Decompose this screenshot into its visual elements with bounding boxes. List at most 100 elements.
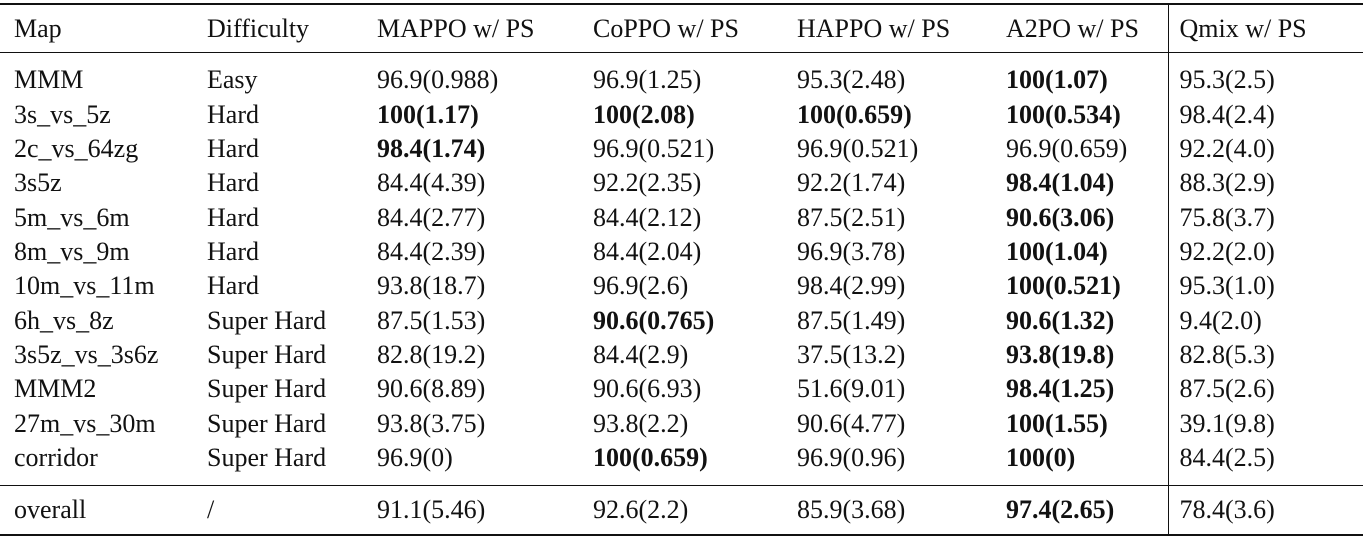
cell: 92.2(1.74) xyxy=(797,168,906,198)
cell: 27m_vs_30m xyxy=(14,408,156,438)
header-cell: MAPPO w/ PS xyxy=(363,3,579,53)
cell: 92.6(2.2) xyxy=(579,485,783,537)
cell: overall xyxy=(0,485,193,537)
cell: 100(1.17) xyxy=(377,99,479,129)
table-row: MMM Easy 96.9(0.988) 96.9(1.25) 95.3(2.48) 10… xyxy=(0,52,1363,98)
cell: Super Hard xyxy=(207,374,327,404)
cell: 100(0) xyxy=(1006,442,1076,472)
cell: 90.6(3.06) xyxy=(1006,202,1115,232)
cell: Hard xyxy=(207,99,259,129)
cell: 96.9(1.25) xyxy=(593,65,702,95)
cell: 6h_vs_8z xyxy=(14,305,114,335)
cell: Hard xyxy=(207,236,259,266)
cell: 92.2(4.0) xyxy=(1167,131,1363,167)
cell: 3s5z xyxy=(14,168,62,198)
table-row: 27m_vs_30m Super Hard 93.8(3.75) 93.8(2.2) 9… xyxy=(0,406,1363,441)
cell: 87.5(1.49) xyxy=(797,305,906,335)
cell: 37.5(13.2) xyxy=(797,339,906,369)
header-cell: HAPPO w/ PS xyxy=(783,3,992,53)
cell: 75.8(3.7) xyxy=(1167,200,1363,235)
table-row: 6h_vs_8z Super Hard 87.5(1.53) 90.6(0.765) 8… xyxy=(0,303,1363,338)
cell: corridor xyxy=(14,442,98,472)
cell: 90.6(0.765) xyxy=(593,305,715,335)
cell: 9.4(2.0) xyxy=(1167,303,1363,338)
page: Map Difficulty MAPPO w/ PS CoPPO w/ PS H… xyxy=(0,3,1363,544)
cell: Easy xyxy=(207,65,258,95)
cell: 100(2.08) xyxy=(593,99,695,129)
cell: 96.9(0.659) xyxy=(1006,133,1128,163)
cell: Super Hard xyxy=(207,442,327,472)
cell: 84.4(2.12) xyxy=(593,202,702,232)
cell: 84.4(2.77) xyxy=(377,202,486,232)
cell: 96.9(3.78) xyxy=(797,236,906,266)
cell: MMM xyxy=(14,65,84,95)
header-cell: Map xyxy=(0,3,193,53)
cell: 95.3(2.5) xyxy=(1167,52,1363,98)
cell: 84.4(2.5) xyxy=(1167,440,1363,486)
header-cell: Qmix w/ PS xyxy=(1167,3,1363,53)
cell: 100(0.521) xyxy=(1006,271,1121,301)
cell: 8m_vs_9m xyxy=(14,236,130,266)
table-row: 2c_vs_64zg Hard 98.4(1.74) 96.9(0.521) 96.9(… xyxy=(0,131,1363,167)
cell: 96.9(2.6) xyxy=(593,271,689,301)
header-cell: CoPPO w/ PS xyxy=(579,3,783,53)
table-footer: overall / 91.1(5.46) 92.6(2.2) 85.9(3.68… xyxy=(0,485,1363,537)
cell: Super Hard xyxy=(207,305,327,335)
cell: 87.5(2.6) xyxy=(1167,372,1363,407)
cell: Super Hard xyxy=(207,339,327,369)
cell: 92.2(2.35) xyxy=(593,168,702,198)
cell: 93.8(3.75) xyxy=(377,408,486,438)
cell: 84.4(2.04) xyxy=(593,236,702,266)
cell: 95.3(2.48) xyxy=(797,65,906,95)
cell: 39.1(9.8) xyxy=(1167,406,1363,441)
cell: 85.9(3.68) xyxy=(783,485,992,537)
cell: Hard xyxy=(207,168,259,198)
cell: 100(1.07) xyxy=(1006,65,1108,95)
cell: 96.9(0.96) xyxy=(797,442,906,472)
cell: 98.4(2.99) xyxy=(797,271,906,301)
cell: 98.4(1.25) xyxy=(1006,374,1115,404)
cell: 95.3(1.0) xyxy=(1167,269,1363,304)
cell: 100(0.659) xyxy=(593,442,708,472)
cell: 93.8(18.7) xyxy=(377,271,486,301)
table-row: 3s_vs_5z Hard 100(1.17) 100(2.08) 100(0.659)… xyxy=(0,97,1363,132)
table-row: 3s5z Hard 84.4(4.39) 92.2(2.35) 92.2(1.74) 98… xyxy=(0,166,1363,201)
cell: 98.4(1.74) xyxy=(377,133,486,163)
cell: 88.3(2.9) xyxy=(1167,166,1363,201)
results-table: Map Difficulty MAPPO w/ PS CoPPO w/ PS H… xyxy=(0,3,1363,537)
cell: 84.4(4.39) xyxy=(377,168,486,198)
cell: 10m_vs_11m xyxy=(14,271,155,301)
cell: 84.4(2.39) xyxy=(377,236,486,266)
cell: 96.9(0.521) xyxy=(797,133,919,163)
table-body: MMM Easy 96.9(0.988) 96.9(1.25) 95.3(2.48) 10… xyxy=(0,52,1363,486)
table-row: 8m_vs_9m Hard 84.4(2.39) 84.4(2.04) 96.9(3.7… xyxy=(0,234,1363,270)
table-header: Map Difficulty MAPPO w/ PS CoPPO w/ PS H… xyxy=(0,3,1363,53)
cell: 98.4(1.04) xyxy=(1006,168,1115,198)
cell: / xyxy=(193,485,363,537)
cell: 90.6(8.89) xyxy=(377,374,486,404)
cell: 100(1.04) xyxy=(1006,236,1108,266)
cell: 87.5(2.51) xyxy=(797,202,906,232)
cell: 96.9(0.988) xyxy=(377,65,499,95)
cell: 78.4(3.6) xyxy=(1167,485,1363,537)
cell: Super Hard xyxy=(207,408,327,438)
cell: 96.9(0) xyxy=(377,442,453,472)
table-row: 5m_vs_6m Hard 84.4(2.77) 84.4(2.12) 87.5(2.5… xyxy=(0,200,1363,235)
header-cell: Difficulty xyxy=(193,3,363,53)
cell: 91.1(5.46) xyxy=(363,485,579,537)
cell: Hard xyxy=(207,133,259,163)
cell: 90.6(1.32) xyxy=(1006,305,1115,335)
cell: 90.6(4.77) xyxy=(797,408,906,438)
cell: 3s_vs_5z xyxy=(14,99,111,129)
cell: 51.6(9.01) xyxy=(797,374,906,404)
cell: Hard xyxy=(207,271,259,301)
table-row: corridor Super Hard 96.9(0) 100(0.659) 96.9(… xyxy=(0,440,1363,486)
cell: 100(0.534) xyxy=(1006,99,1121,129)
cell: 82.8(5.3) xyxy=(1167,337,1363,373)
cell: 87.5(1.53) xyxy=(377,305,486,335)
cell: 82.8(19.2) xyxy=(377,339,486,369)
table-row: 10m_vs_11m Hard 93.8(18.7) 96.9(2.6) 98.4(2.… xyxy=(0,269,1363,304)
cell: 84.4(2.9) xyxy=(593,339,689,369)
cell: 93.8(2.2) xyxy=(593,408,689,438)
cell: 90.6(6.93) xyxy=(593,374,702,404)
